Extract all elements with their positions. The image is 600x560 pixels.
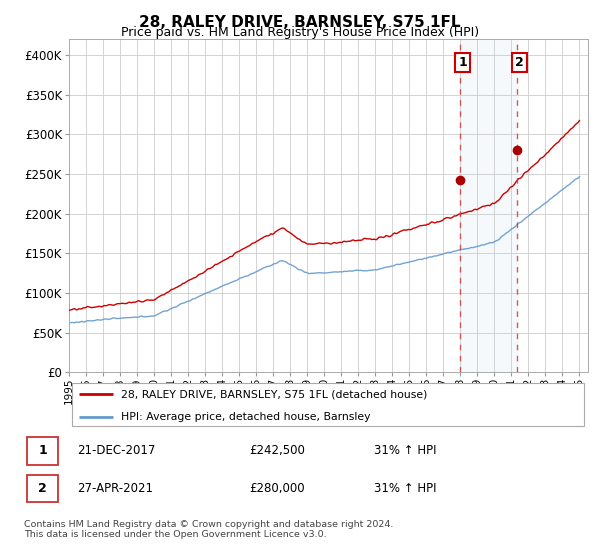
Text: 28, RALEY DRIVE, BARNSLEY, S75 1FL: 28, RALEY DRIVE, BARNSLEY, S75 1FL bbox=[139, 15, 461, 30]
Text: 27-APR-2021: 27-APR-2021 bbox=[77, 482, 154, 495]
Text: 2: 2 bbox=[515, 56, 524, 69]
Text: HPI: Average price, detached house, Barnsley: HPI: Average price, detached house, Barn… bbox=[121, 412, 370, 422]
Bar bbox=[460, 39, 517, 372]
FancyBboxPatch shape bbox=[71, 382, 584, 427]
Text: Contains HM Land Registry data © Crown copyright and database right 2024.
This d: Contains HM Land Registry data © Crown c… bbox=[24, 520, 394, 539]
Text: £242,500: £242,500 bbox=[250, 444, 305, 458]
Text: 28, RALEY DRIVE, BARNSLEY, S75 1FL (detached house): 28, RALEY DRIVE, BARNSLEY, S75 1FL (deta… bbox=[121, 389, 427, 399]
Text: 1: 1 bbox=[458, 56, 467, 69]
Text: 2: 2 bbox=[38, 482, 47, 495]
Text: 31% ↑ HPI: 31% ↑ HPI bbox=[374, 444, 436, 458]
FancyBboxPatch shape bbox=[27, 437, 58, 465]
Text: 21-DEC-2017: 21-DEC-2017 bbox=[77, 444, 156, 458]
FancyBboxPatch shape bbox=[27, 475, 58, 502]
Text: Price paid vs. HM Land Registry's House Price Index (HPI): Price paid vs. HM Land Registry's House … bbox=[121, 26, 479, 39]
Text: 1: 1 bbox=[38, 444, 47, 458]
Text: 31% ↑ HPI: 31% ↑ HPI bbox=[374, 482, 436, 495]
Text: £280,000: £280,000 bbox=[250, 482, 305, 495]
